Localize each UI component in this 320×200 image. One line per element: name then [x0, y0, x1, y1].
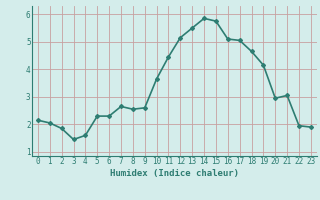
X-axis label: Humidex (Indice chaleur): Humidex (Indice chaleur) [110, 169, 239, 178]
